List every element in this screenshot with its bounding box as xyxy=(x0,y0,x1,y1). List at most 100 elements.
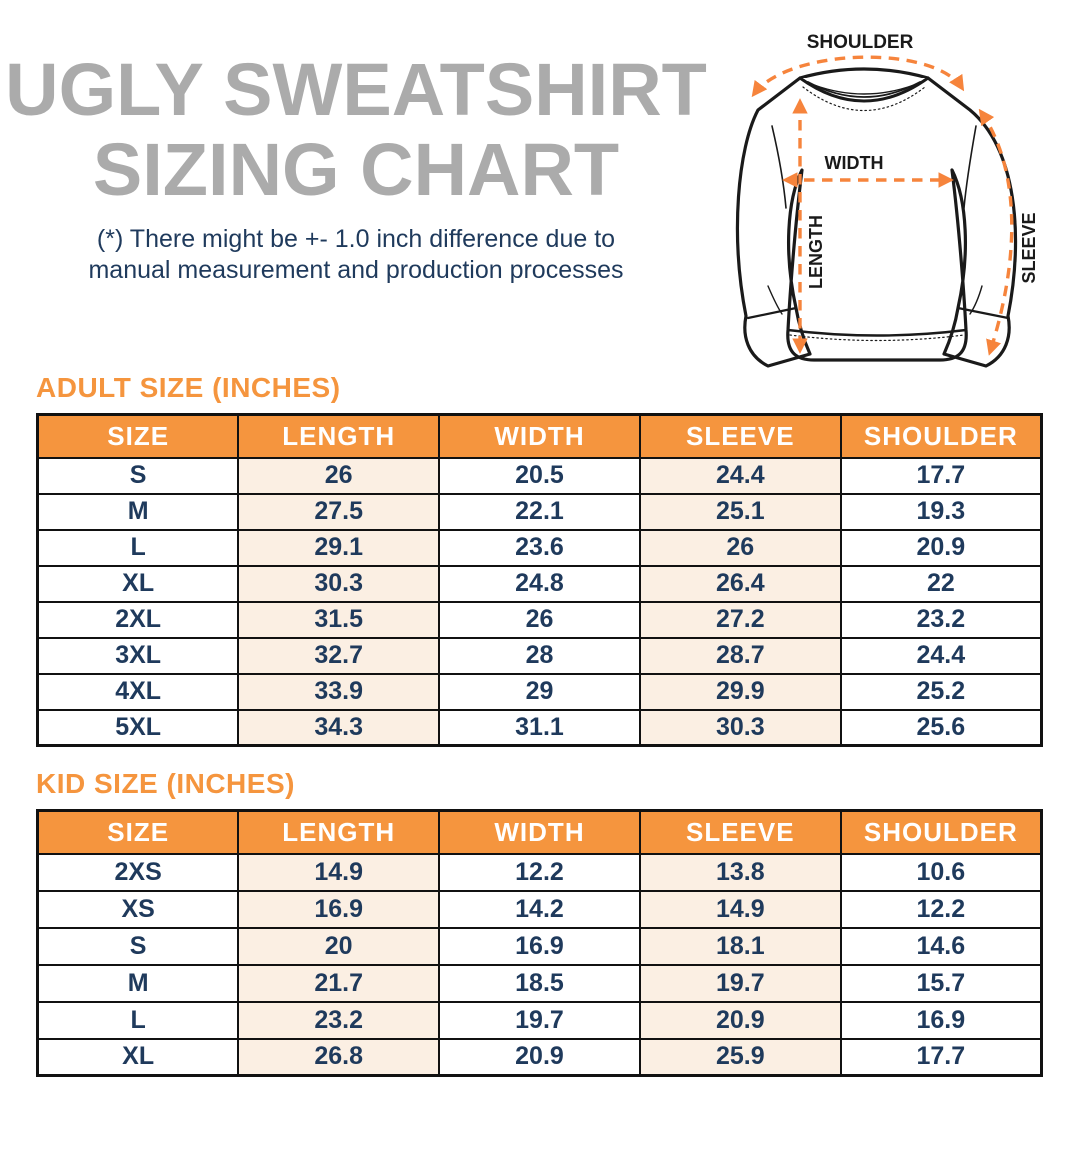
width-cell: 23.6 xyxy=(438,528,641,567)
table-row: 4XL 33.9 29 29.9 25.2 xyxy=(36,672,1043,711)
sleeve-label: SLEEVE xyxy=(1019,212,1039,283)
width-cell: 24.8 xyxy=(438,564,641,603)
size-cell: 4XL xyxy=(36,672,240,711)
shoulder-cell: 14.6 xyxy=(839,926,1043,966)
size-cell: XS xyxy=(36,889,240,929)
sleeve-arrow xyxy=(978,108,1014,356)
size-cell: 2XS xyxy=(36,852,240,892)
page-title-line2: SIZING CHART xyxy=(92,127,620,211)
sleeve-cell: 26 xyxy=(638,528,842,567)
length-cell: 31.5 xyxy=(237,600,441,639)
length-cell: 32.7 xyxy=(237,636,441,675)
size-cell: XL xyxy=(36,1037,240,1077)
shoulder-label: SHOULDER xyxy=(807,32,914,53)
width-cell: 14.2 xyxy=(438,889,641,929)
shoulder-cell: 20.9 xyxy=(839,528,1043,567)
adult-col-sleeve: SLEEVE xyxy=(638,413,842,459)
kid-col-shoulder: SHOULDER xyxy=(839,809,1043,855)
width-cell: 16.9 xyxy=(438,926,641,966)
length-cell: 34.3 xyxy=(237,708,441,747)
sleeve-cell: 28.7 xyxy=(638,636,842,675)
width-cell: 22.1 xyxy=(438,492,641,531)
title-block: UGLY SWEATSHIRT SIZING CHART (*) There m… xyxy=(0,0,712,286)
width-cell: 20.9 xyxy=(438,1037,641,1077)
length-cell: 21.7 xyxy=(237,963,441,1003)
size-cell: L xyxy=(36,1000,240,1040)
sleeve-cell: 14.9 xyxy=(638,889,842,929)
kid-header-row: SIZE LENGTH WIDTH SLEEVE SHOULDER xyxy=(36,809,1043,855)
sleeve-cell: 29.9 xyxy=(638,672,842,711)
width-cell: 26 xyxy=(438,600,641,639)
width-cell: 29 xyxy=(438,672,641,711)
table-row: M 21.7 18.5 19.7 15.7 xyxy=(36,963,1043,1003)
sleeve-cell: 27.2 xyxy=(638,600,842,639)
shoulder-cell: 17.7 xyxy=(839,1037,1043,1077)
kid-col-length: LENGTH xyxy=(237,809,441,855)
table-row: L 29.1 23.6 26 20.9 xyxy=(36,528,1043,567)
adult-col-length: LENGTH xyxy=(237,413,441,459)
table-row: 2XL 31.5 26 27.2 23.2 xyxy=(36,600,1043,639)
length-cell: 14.9 xyxy=(237,852,441,892)
kid-col-sleeve: SLEEVE xyxy=(638,809,842,855)
size-cell: XL xyxy=(36,564,240,603)
page-title: UGLY SWEATSHIRT SIZING CHART xyxy=(0,50,712,210)
table-row: XS 16.9 14.2 14.9 12.2 xyxy=(36,889,1043,929)
sleeve-cell: 20.9 xyxy=(638,1000,842,1040)
table-row: S 26 20.5 24.4 17.7 xyxy=(36,456,1043,495)
length-cell: 26.8 xyxy=(237,1037,441,1077)
kid-col-width: WIDTH xyxy=(438,809,641,855)
disclaimer-line1: (*) There might be +- 1.0 inch differenc… xyxy=(96,224,616,253)
length-cell: 33.9 xyxy=(237,672,441,711)
size-cell: M xyxy=(36,492,240,531)
adult-size-table: SIZE LENGTH WIDTH SLEEVE SHOULDER S 26 2… xyxy=(36,413,1043,747)
table-row: M 27.5 22.1 25.1 19.3 xyxy=(36,492,1043,531)
disclaimer-line2: manual measurement and production proces… xyxy=(88,255,624,284)
shoulder-cell: 25.6 xyxy=(839,708,1043,747)
adult-header-row: SIZE LENGTH WIDTH SLEEVE SHOULDER xyxy=(36,413,1043,459)
kid-size-table: SIZE LENGTH WIDTH SLEEVE SHOULDER 2XS 14… xyxy=(36,809,1043,1077)
length-cell: 20 xyxy=(237,926,441,966)
sleeve-cell: 19.7 xyxy=(638,963,842,1003)
width-cell: 28 xyxy=(438,636,641,675)
table-row: 3XL 32.7 28 28.7 24.4 xyxy=(36,636,1043,675)
length-cell: 27.5 xyxy=(237,492,441,531)
sleeve-cell: 30.3 xyxy=(638,708,842,747)
sweatshirt-measurement-illustration: SHOULDER WIDTH LENGTH SLEEVE xyxy=(735,32,1039,368)
size-cell: L xyxy=(36,528,240,567)
length-label: LENGTH xyxy=(806,215,826,289)
adult-col-shoulder: SHOULDER xyxy=(839,413,1043,459)
size-cell: S xyxy=(36,456,240,495)
length-cell: 29.1 xyxy=(237,528,441,567)
width-cell: 12.2 xyxy=(438,852,641,892)
shoulder-cell: 16.9 xyxy=(839,1000,1043,1040)
width-label: WIDTH xyxy=(825,153,884,173)
kid-col-size: SIZE xyxy=(36,809,240,855)
size-cell: 3XL xyxy=(36,636,240,675)
size-cell: S xyxy=(36,926,240,966)
shoulder-cell: 17.7 xyxy=(839,456,1043,495)
sweatshirt-outline xyxy=(735,67,1018,368)
shoulder-cell: 25.2 xyxy=(839,672,1043,711)
shoulder-cell: 12.2 xyxy=(839,889,1043,929)
width-cell: 19.7 xyxy=(438,1000,641,1040)
hero-section: UGLY SWEATSHIRT SIZING CHART (*) There m… xyxy=(0,0,1074,398)
shoulder-cell: 15.7 xyxy=(839,963,1043,1003)
size-cell: M xyxy=(36,963,240,1003)
shoulder-cell: 10.6 xyxy=(839,852,1043,892)
table-row: 5XL 34.3 31.1 30.3 25.6 xyxy=(36,708,1043,747)
length-cell: 16.9 xyxy=(237,889,441,929)
shoulder-cell: 24.4 xyxy=(839,636,1043,675)
sleeve-cell: 18.1 xyxy=(638,926,842,966)
size-cell: 2XL xyxy=(36,600,240,639)
table-row: L 23.2 19.7 20.9 16.9 xyxy=(36,1000,1043,1040)
measurement-arrows xyxy=(751,55,1014,356)
adult-section-heading: ADULT SIZE (INCHES) xyxy=(36,372,341,403)
shoulder-cell: 22 xyxy=(839,564,1043,603)
adult-col-width: WIDTH xyxy=(438,413,641,459)
adult-col-size: SIZE xyxy=(36,413,240,459)
width-cell: 31.1 xyxy=(438,708,641,747)
length-cell: 26 xyxy=(237,456,441,495)
width-cell: 20.5 xyxy=(438,456,641,495)
table-row: XL 30.3 24.8 26.4 22 xyxy=(36,564,1043,603)
size-cell: 5XL xyxy=(36,708,240,747)
